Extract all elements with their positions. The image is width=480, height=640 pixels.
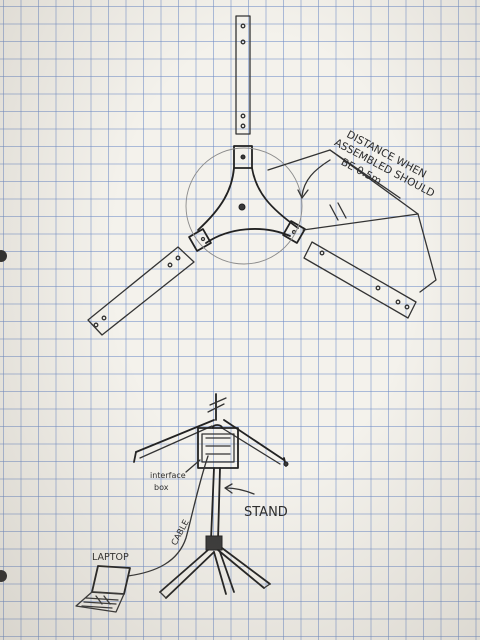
stand-legs	[159, 535, 271, 599]
cable-line	[127, 455, 209, 577]
distance-dimension-lines	[267, 149, 437, 293]
center-hub	[188, 145, 306, 252]
interface-box-label-line1: interface	[150, 471, 186, 480]
stand-pole	[210, 467, 221, 541]
left-arm	[87, 246, 195, 336]
cable-label: CABLE	[170, 518, 192, 547]
stand-arrow	[224, 483, 255, 495]
binder-hole-2	[0, 570, 7, 582]
interface-box	[197, 424, 239, 469]
stand-label: STAND	[244, 505, 288, 520]
vertical-arm	[235, 15, 251, 135]
distance-note: DISTANCE WHEN ASSEMBLED SHOULD BE 0.5m	[332, 129, 436, 200]
laptop-label: LAPTOP	[92, 552, 129, 563]
right-arm	[303, 241, 417, 319]
assembled-stand-diagram: STAND interface box CABLE LAPTOP	[75, 393, 289, 613]
interface-box-leader	[185, 459, 201, 473]
exploded-tripod-diagram: DISTANCE WHEN ASSEMBLED SHOULD BE 0.5m	[87, 15, 437, 336]
mounted-tripod	[133, 419, 289, 467]
alignment-circle	[185, 147, 303, 265]
binder-hole-1	[0, 250, 7, 262]
laptop-drawing	[75, 565, 131, 613]
interface-box-label-line2: box	[154, 483, 169, 492]
